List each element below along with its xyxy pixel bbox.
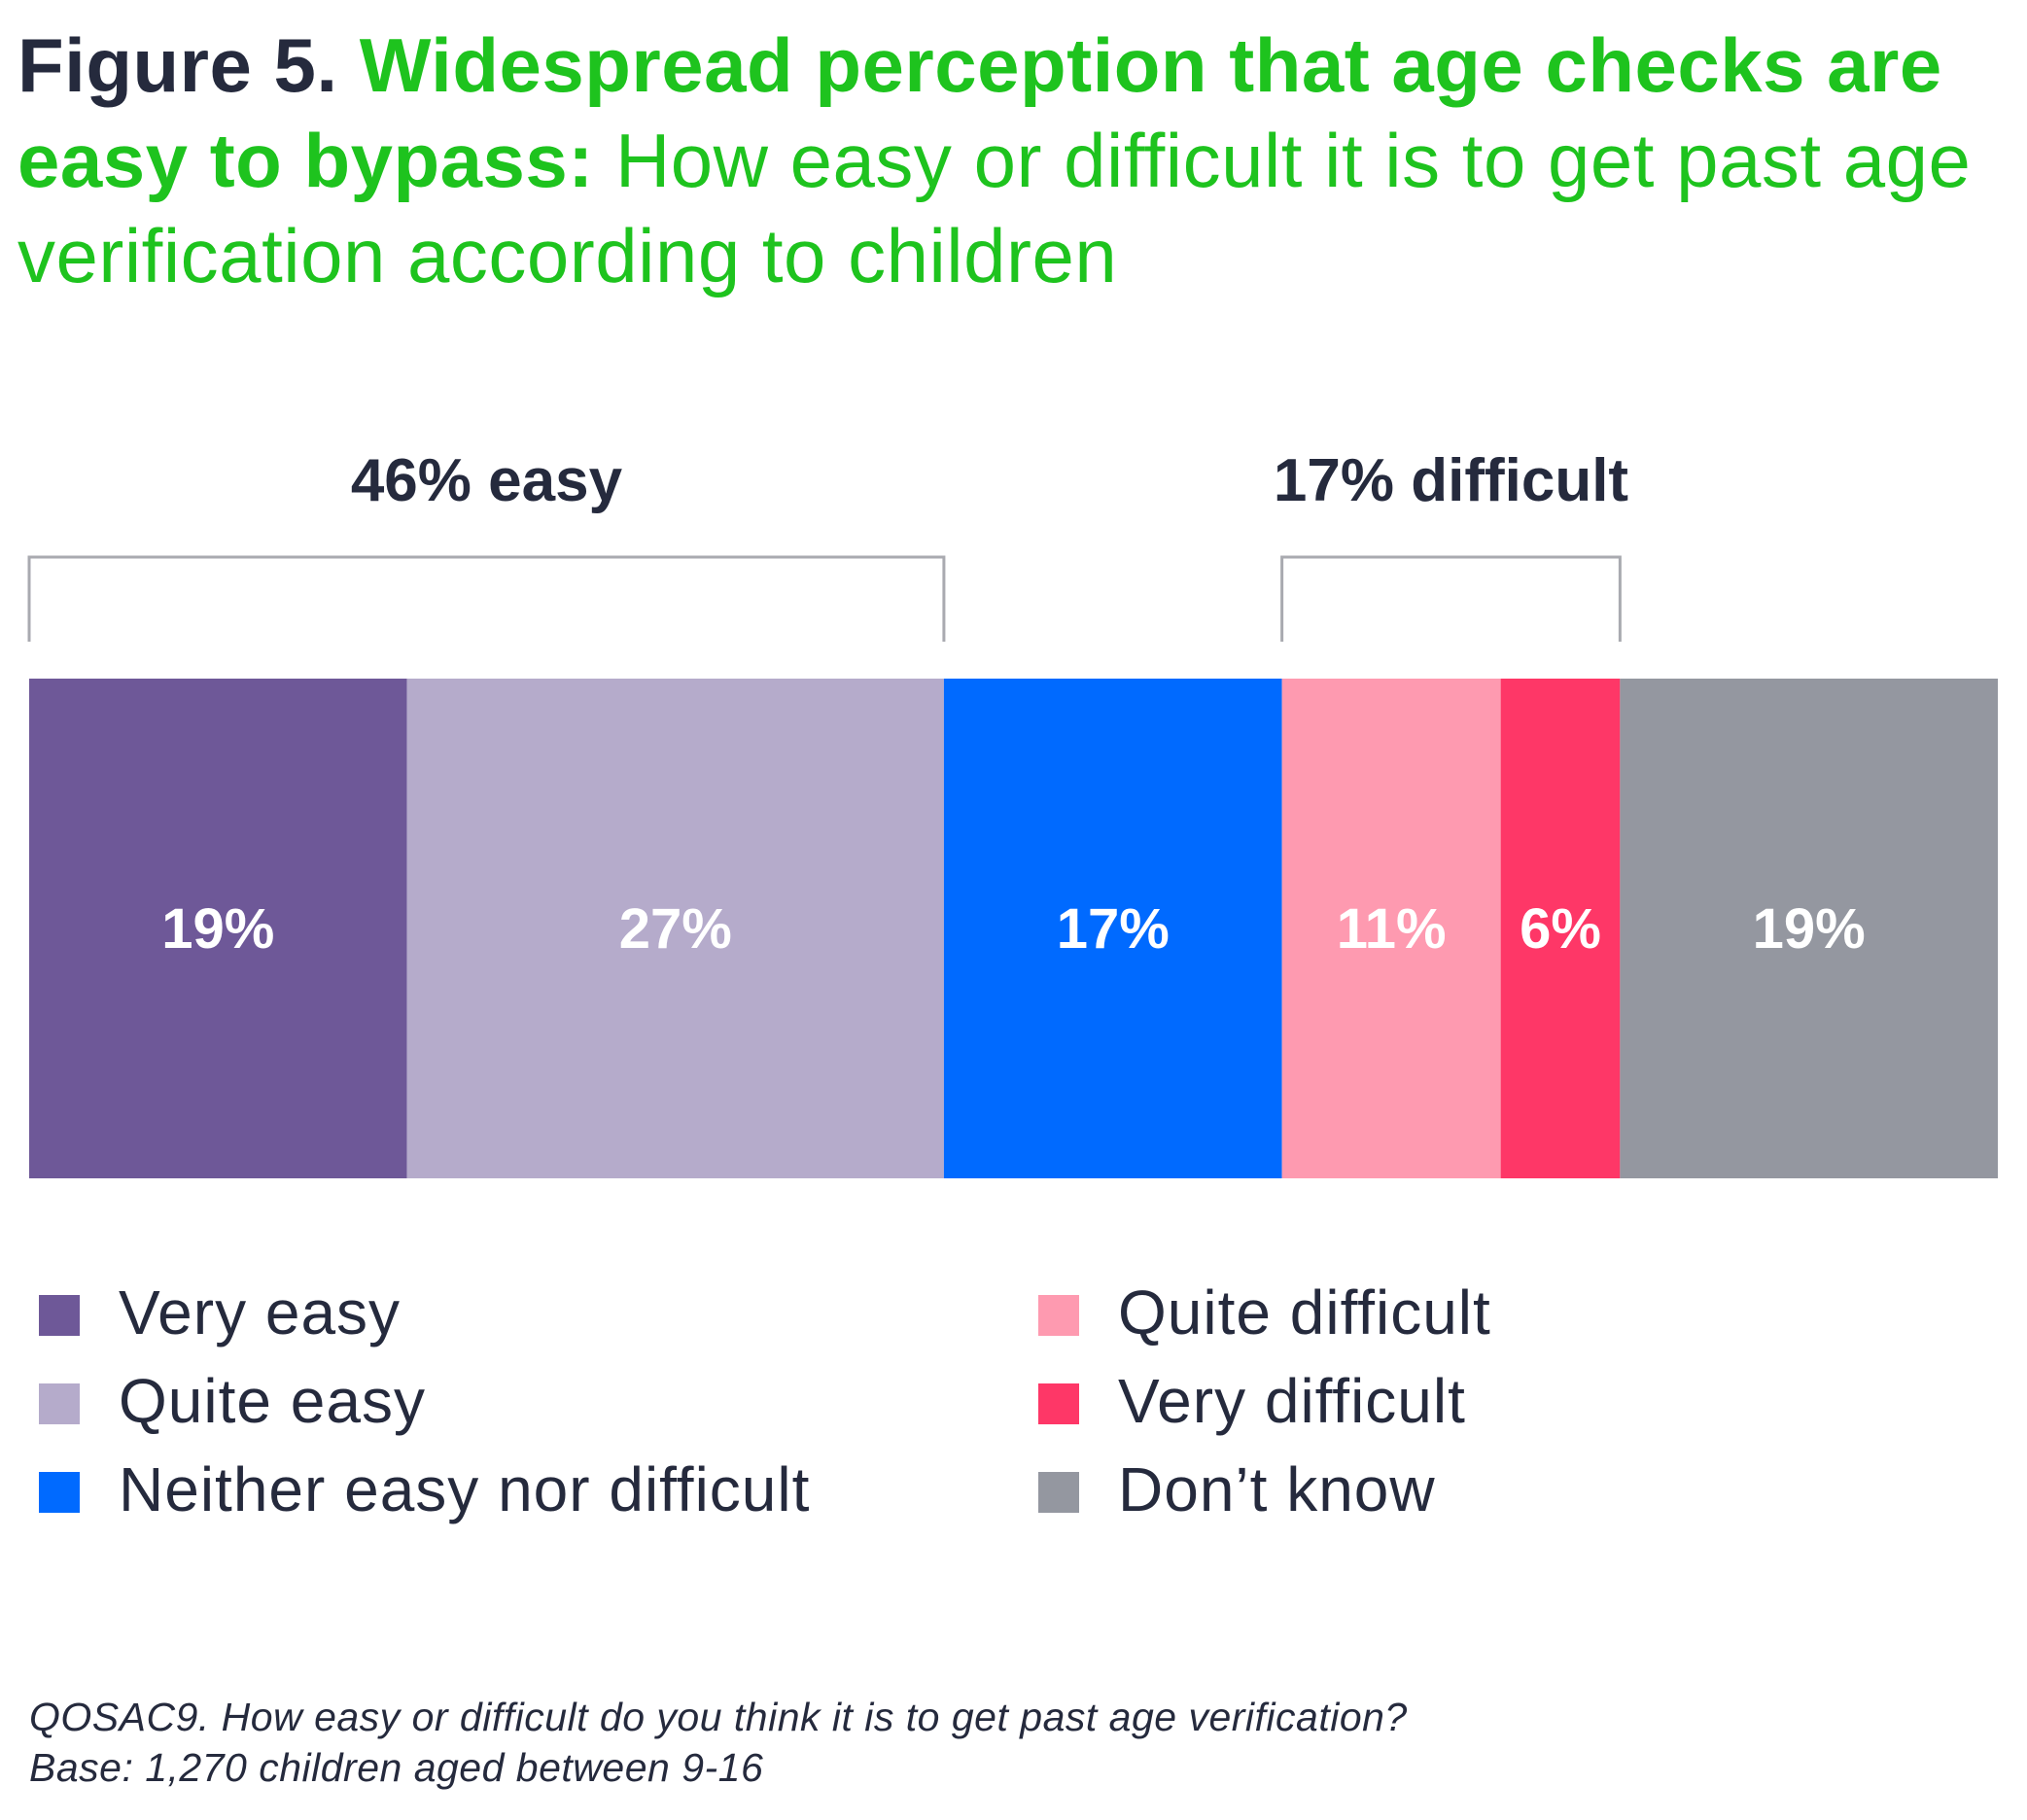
figure-label: Figure 5. [17,22,338,108]
value-label-neither-easy-nor-difficult: 17% [1057,897,1170,961]
legend-label: Neither easy nor difficult [119,1454,811,1524]
title-headline: Widespread perception that age checks ar… [17,22,1942,203]
footnote-question: QOSAC9. How easy or difficult do you thi… [29,1695,1408,1739]
bar-segment-very-easy [29,679,407,1178]
legend-swatch [39,1472,80,1513]
value-label-quite-easy: 27% [619,897,732,961]
legend-swatch [39,1295,80,1336]
legend-swatch [1038,1295,1079,1336]
legend-label: Don’t know [1118,1454,1436,1524]
legend-label: Very difficult [1118,1366,1466,1436]
legend-label: Quite easy [119,1366,426,1436]
bar-segment-very-difficult [1500,679,1621,1178]
group-bracket-17-difficult [1280,555,1622,642]
bar-segment-quite-difficult [1281,679,1501,1178]
legend-swatch [1038,1383,1079,1424]
chart-title: Figure 5. Widespread perception that age… [17,18,2001,303]
group-label-17-difficult: 17% difficult [1274,447,1628,514]
bar-segment-neither-easy-nor-difficult [943,679,1282,1178]
legend-swatch [1038,1472,1079,1513]
legend-label: Very easy [119,1278,402,1348]
group-label-46-easy: 46% easy [351,447,623,514]
legend-swatch [39,1383,80,1424]
value-label-very-easy: 19% [161,897,274,961]
stacked-bar-chart: 19% 27% 17% 11% 6% 19% 46% easy 17% difficult [27,447,1998,1178]
title-subtitle: How easy or difficult it is to get past … [17,118,1972,298]
value-label-quite-difficult: 11% [1337,897,1447,961]
value-label-very-difficult: 6% [1520,897,1601,961]
footnote-base: Base: 1,270 children aged between 9-16 [29,1745,764,1790]
bar-segment-don-t-know [1620,679,1998,1178]
group-bracket-46-easy [27,555,946,642]
value-label-don-t-know: 19% [1753,897,1866,961]
footnote: QOSAC9. How easy or difficult do you thi… [29,1692,1408,1793]
bar-segment-quite-easy [406,679,944,1178]
legend-label: Quite difficult [1118,1278,1491,1348]
